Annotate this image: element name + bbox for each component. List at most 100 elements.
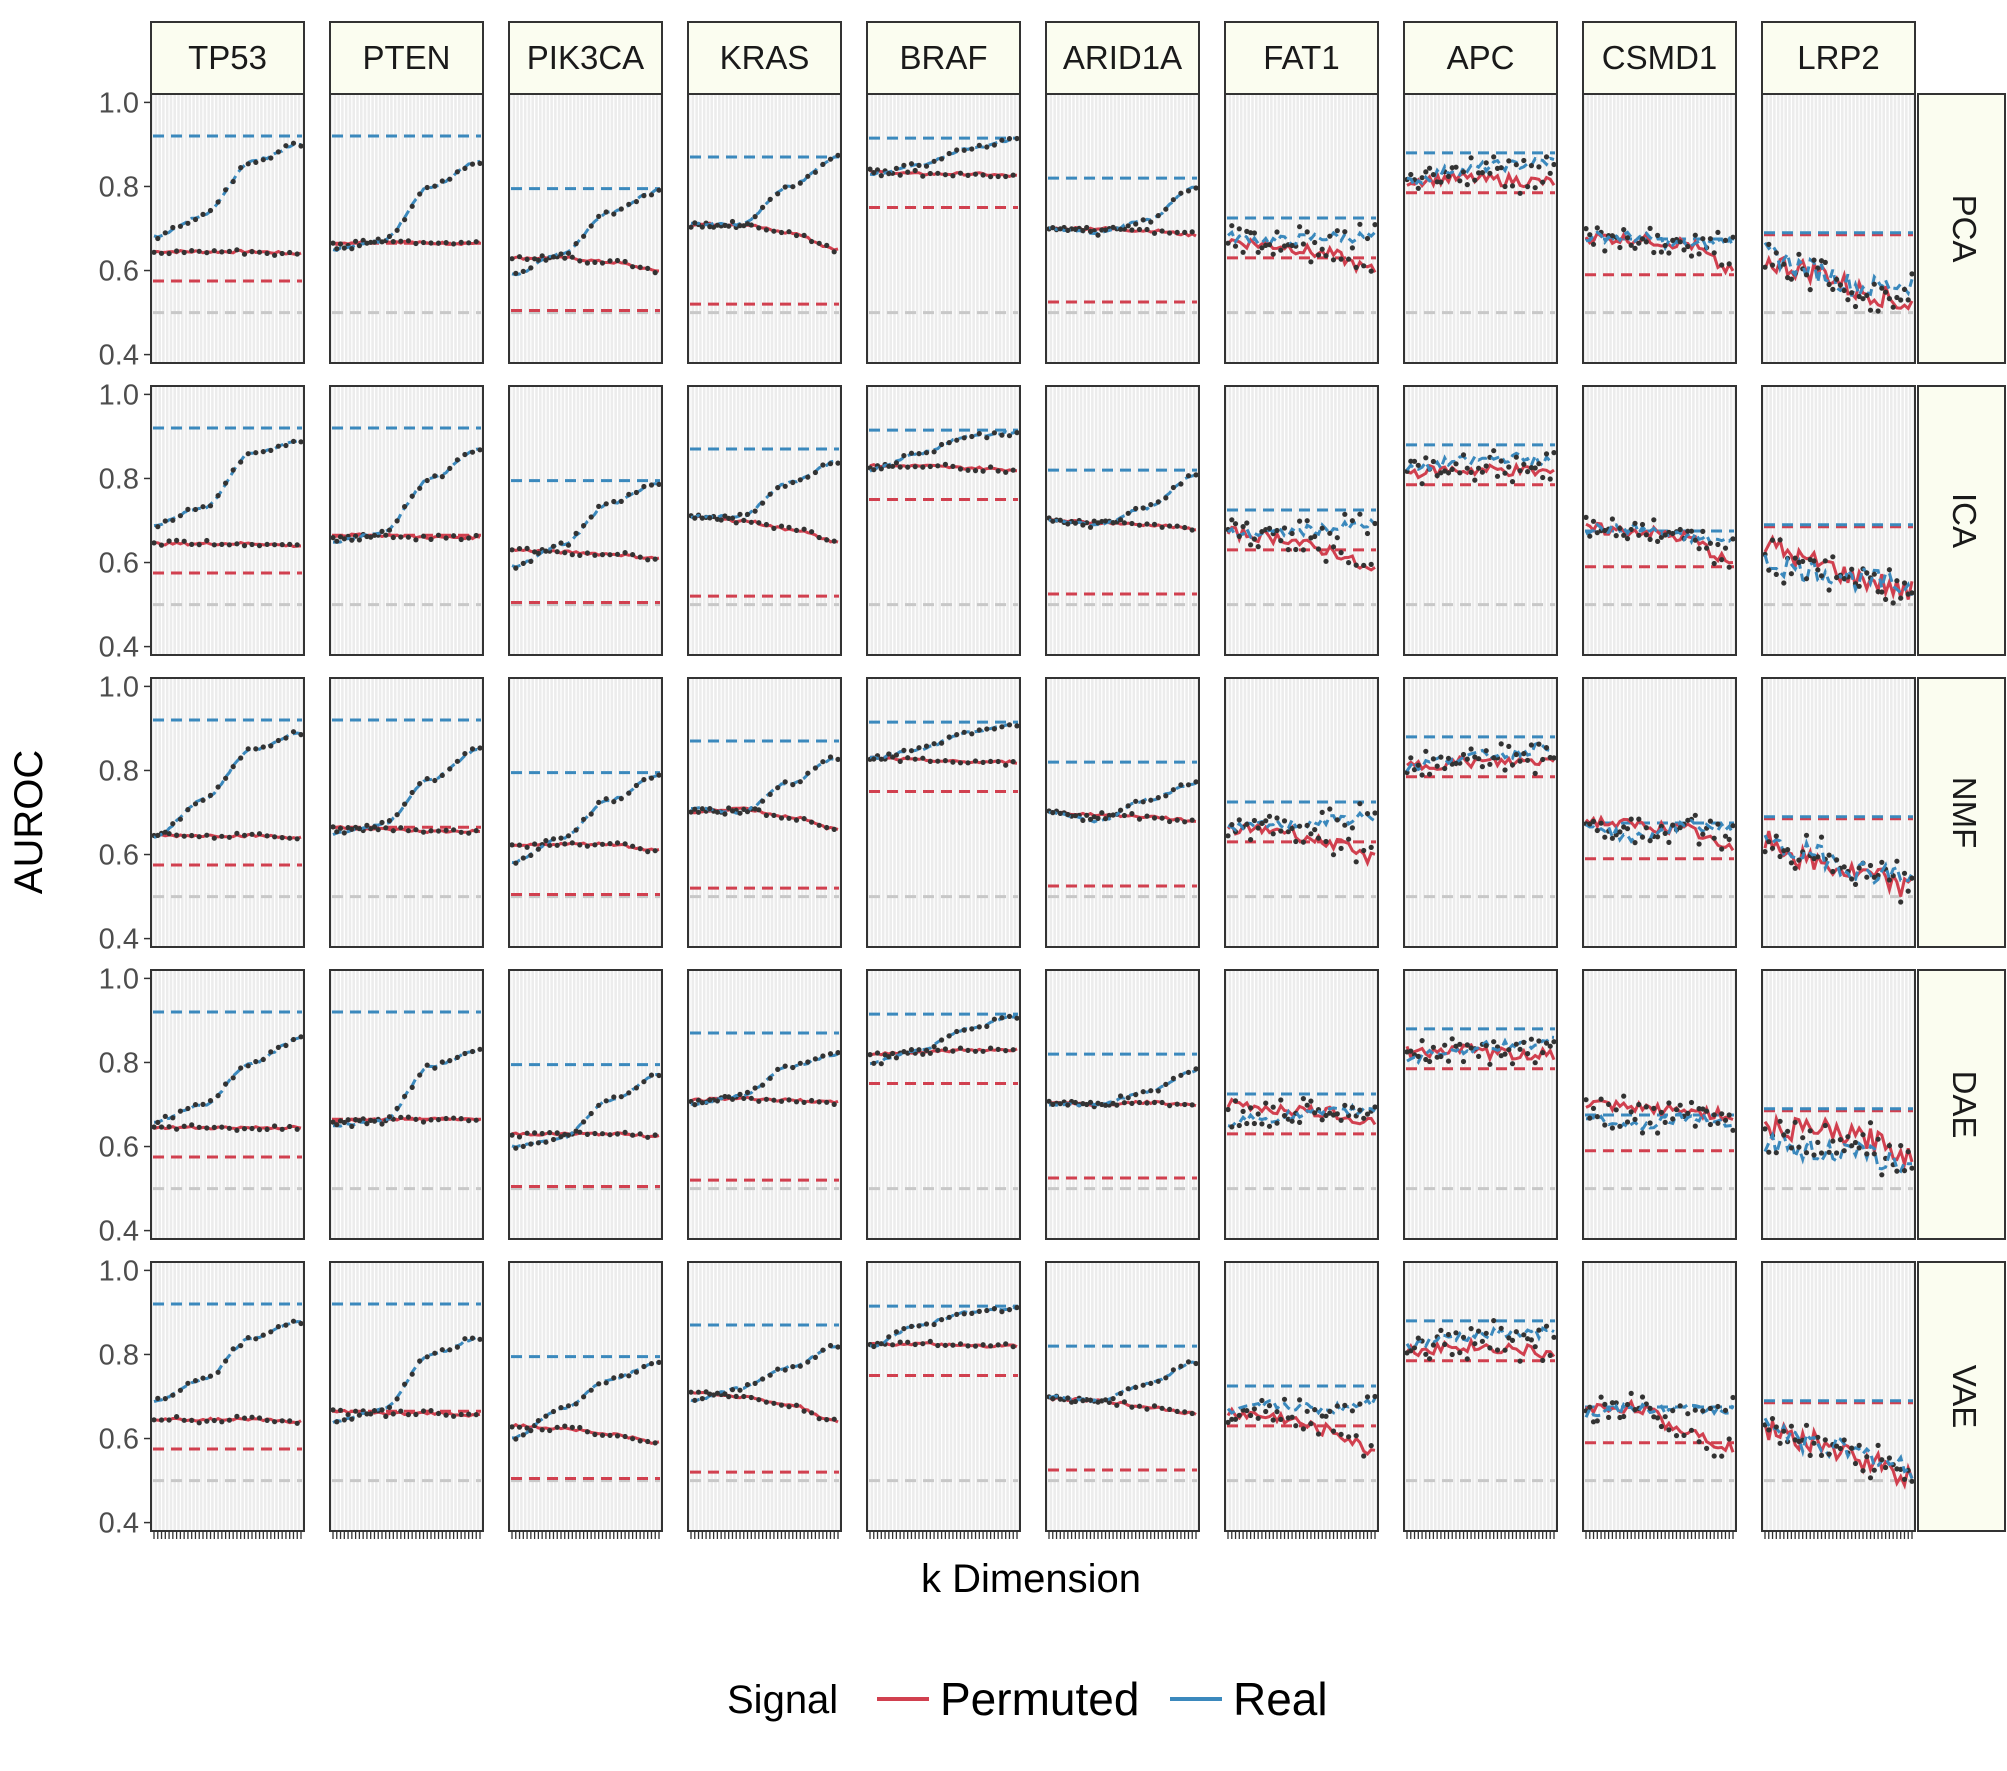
permuted-point [524, 545, 530, 552]
real-point [1281, 1113, 1288, 1119]
permuted-point [435, 240, 442, 246]
permuted-point [1540, 756, 1546, 763]
permuted-point [360, 237, 366, 243]
permuted-point [1010, 1047, 1016, 1053]
permuted-point [1898, 1466, 1904, 1472]
panel-vae-lrp2 [1761, 1261, 1916, 1532]
permuted-point [1590, 518, 1597, 524]
real-point [215, 493, 221, 499]
real-point [1408, 458, 1414, 464]
real-point [432, 1350, 438, 1356]
permuted-point [1225, 240, 1231, 246]
real-point [1312, 827, 1318, 833]
permuted-point [249, 1414, 255, 1420]
permuted-point [1651, 1105, 1657, 1111]
real-point [1430, 1342, 1436, 1348]
real-point [334, 246, 340, 252]
real-point [1289, 530, 1295, 537]
real-point [1110, 1396, 1116, 1402]
real-point [462, 1336, 468, 1342]
real-point [648, 775, 655, 781]
real-series-line [1585, 230, 1735, 252]
real-point [1639, 1394, 1646, 1400]
real-point [878, 173, 884, 179]
real-point [402, 217, 408, 223]
real-point [1087, 1099, 1094, 1105]
real-point [1632, 245, 1638, 251]
x-axis-braf [869, 1531, 1018, 1539]
permuted-point [1830, 868, 1836, 875]
permuted-point [509, 1132, 515, 1138]
real-point [1072, 520, 1078, 526]
real-point [550, 1136, 557, 1143]
permuted-point [1411, 458, 1418, 464]
permuted-point [614, 551, 621, 557]
permuted-point [509, 842, 515, 848]
real-point [1155, 1088, 1161, 1094]
panel-border [1403, 969, 1558, 1240]
permuted-point [398, 238, 404, 244]
real-point [371, 1118, 378, 1124]
permuted-point [1300, 241, 1306, 247]
real-point [633, 1085, 640, 1091]
permuted-point [1159, 815, 1165, 821]
permuted-point [890, 1050, 896, 1057]
permuted-point [330, 1119, 336, 1125]
permuted-point [1628, 1109, 1634, 1115]
permuted-point [912, 1341, 918, 1348]
real-point [961, 729, 967, 735]
real-point [1871, 874, 1877, 880]
real-point [170, 224, 176, 231]
real-point [200, 504, 206, 510]
real-point [1796, 857, 1802, 863]
real-point [1707, 1405, 1713, 1411]
real-point [528, 558, 534, 565]
real-point [290, 140, 297, 146]
real-point [253, 159, 259, 165]
permuted-point [151, 1417, 157, 1423]
real-point [462, 165, 468, 171]
real-point [916, 162, 922, 168]
permuted-point [1189, 229, 1195, 235]
real-point [1662, 1119, 1668, 1125]
real-point [790, 782, 796, 788]
strip-pca: PCA [1917, 93, 2006, 364]
real-point [1766, 1149, 1772, 1155]
panel-ica-kras [687, 385, 842, 656]
real-point [1662, 830, 1668, 837]
permuted-point [778, 229, 785, 236]
permuted-point [466, 535, 472, 541]
permuted-point [1837, 1137, 1843, 1143]
real-point [1781, 848, 1787, 854]
permuted-point [584, 550, 591, 556]
permuted-point [1427, 1356, 1433, 1362]
permuted-point [1084, 520, 1090, 526]
real-point [1715, 821, 1721, 827]
permuted-point [174, 248, 180, 254]
real-point [253, 746, 259, 752]
real-point [1364, 235, 1371, 242]
real-point [1491, 755, 1497, 761]
real-point [298, 1320, 304, 1327]
permuted-point [1711, 250, 1717, 256]
real-point [1818, 1452, 1825, 1458]
real-point [520, 1143, 526, 1149]
strip-box [1917, 385, 2006, 656]
permuted-point [1144, 1100, 1150, 1106]
panel-background [330, 386, 483, 655]
real-point [1826, 587, 1832, 593]
panel-background [688, 386, 841, 655]
permuted-point [599, 1131, 606, 1137]
permuted-point [965, 1343, 971, 1349]
real-point [207, 1373, 214, 1379]
real-point [1065, 227, 1071, 233]
real-point [999, 1015, 1005, 1021]
permuted-point [1792, 865, 1798, 871]
real-point [692, 1397, 698, 1403]
permuted-point [1852, 881, 1859, 888]
permuted-point [1704, 1108, 1710, 1114]
real-point [1080, 522, 1086, 528]
real-point [1372, 1393, 1378, 1400]
permuted-point [988, 758, 994, 765]
permuted-point [1003, 1341, 1009, 1347]
